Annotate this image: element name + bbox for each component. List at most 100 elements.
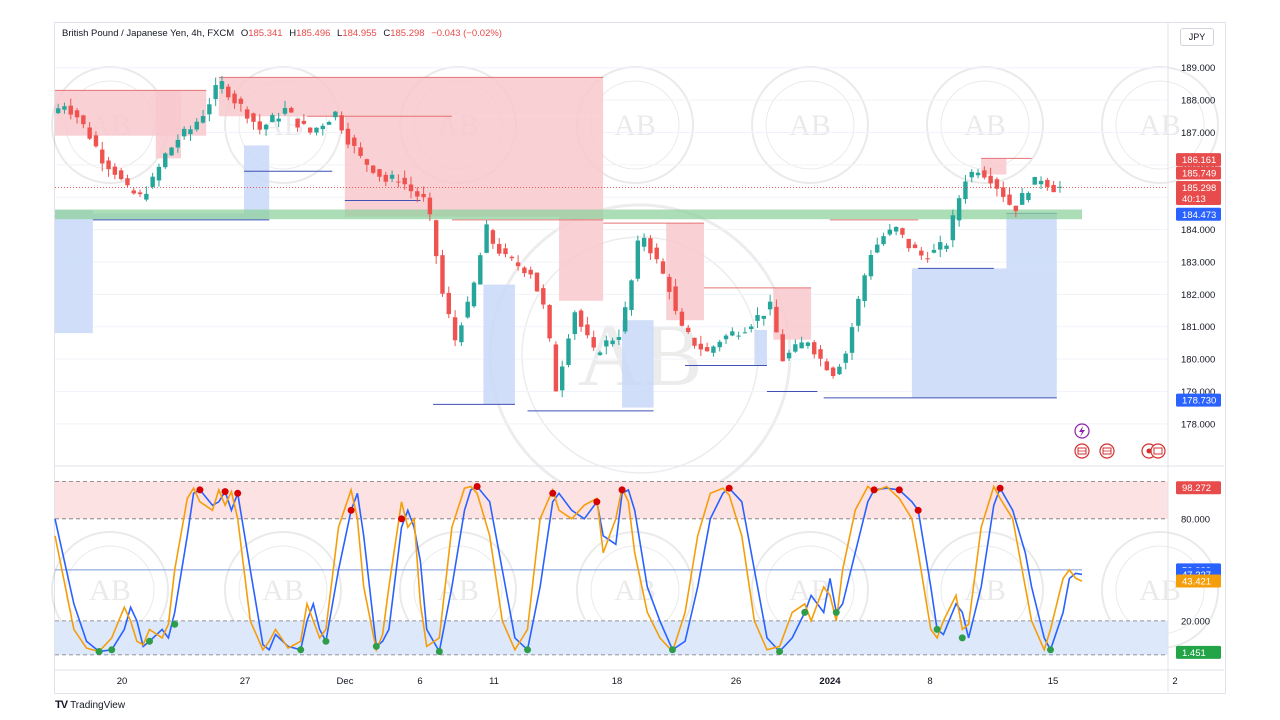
candle bbox=[226, 83, 231, 101]
candle bbox=[818, 344, 823, 367]
candle bbox=[793, 339, 798, 353]
candle bbox=[194, 118, 199, 132]
demand-zone bbox=[622, 320, 654, 408]
candle bbox=[213, 77, 218, 107]
price-tick-label: 183.000 bbox=[1181, 257, 1215, 268]
candle bbox=[704, 342, 710, 352]
candle bbox=[736, 331, 741, 340]
candle bbox=[541, 284, 546, 310]
sell-signal-marker bbox=[196, 486, 204, 494]
supply-zone bbox=[773, 287, 812, 340]
candle bbox=[345, 122, 351, 149]
time-tick-label: 2024 bbox=[819, 676, 841, 687]
price-tag: 185.749 bbox=[1176, 166, 1221, 180]
candle bbox=[1001, 181, 1006, 203]
buy-signal-marker bbox=[171, 620, 179, 628]
svg-text:AB: AB bbox=[614, 574, 656, 607]
svg-text:185.749: 185.749 bbox=[1182, 168, 1216, 179]
candle bbox=[761, 315, 767, 326]
buy-signal-marker bbox=[297, 646, 305, 654]
candle bbox=[471, 281, 477, 308]
candle bbox=[55, 103, 61, 115]
time-tick-label: 15 bbox=[1048, 676, 1059, 687]
candle bbox=[1045, 177, 1050, 191]
candle bbox=[100, 141, 105, 172]
price-tick-label: 181.000 bbox=[1181, 322, 1215, 333]
candle bbox=[559, 360, 565, 398]
price-tick-label: 179.000 bbox=[1181, 387, 1215, 398]
tradingview-logo-icon: TV bbox=[55, 699, 68, 711]
candle bbox=[931, 243, 937, 254]
watermark-seal: AB bbox=[751, 66, 869, 184]
candle bbox=[830, 366, 836, 379]
buy-signal-marker bbox=[832, 608, 840, 616]
currency-selector[interactable]: JPY bbox=[1180, 28, 1214, 46]
sell-signal-marker bbox=[398, 515, 406, 523]
candle bbox=[711, 345, 716, 357]
candle bbox=[641, 233, 647, 252]
candle bbox=[749, 324, 754, 333]
low-value: 184.955 bbox=[342, 28, 377, 39]
candle bbox=[692, 337, 697, 349]
sell-signal-marker bbox=[549, 489, 557, 497]
candle bbox=[188, 125, 193, 141]
candle bbox=[144, 186, 149, 202]
candle bbox=[320, 123, 325, 136]
candle bbox=[969, 169, 974, 183]
candle bbox=[623, 301, 628, 334]
buy-signal-marker bbox=[801, 608, 809, 616]
flag-event-icon bbox=[1074, 443, 1090, 459]
candle bbox=[837, 364, 842, 376]
candle bbox=[597, 350, 603, 357]
close-value: 185.298 bbox=[390, 28, 425, 39]
symbol-header: British Pound / Japanese Yen, 4h, FXCM O… bbox=[62, 28, 502, 39]
candle bbox=[307, 127, 313, 135]
price-tick-label: 180.000 bbox=[1181, 355, 1215, 366]
svg-text:184.473: 184.473 bbox=[1182, 210, 1216, 221]
candle bbox=[553, 341, 559, 392]
price-tick-label: 187.000 bbox=[1181, 128, 1215, 139]
candle bbox=[408, 176, 414, 199]
buy-signal-marker bbox=[95, 647, 103, 655]
candle bbox=[755, 307, 760, 328]
candle bbox=[150, 172, 155, 189]
symbol-name: British Pound / Japanese Yen, 4h, FXCM bbox=[62, 28, 235, 39]
buy-signal-marker bbox=[668, 646, 676, 654]
candle bbox=[730, 327, 735, 337]
sell-signal-marker bbox=[870, 486, 878, 494]
candle bbox=[944, 243, 949, 253]
candle bbox=[610, 337, 615, 347]
candle bbox=[635, 235, 641, 282]
candle bbox=[849, 322, 855, 361]
candle bbox=[515, 255, 521, 271]
svg-text:40:13: 40:13 bbox=[1182, 194, 1206, 205]
svg-text:AB: AB bbox=[789, 574, 831, 607]
candle bbox=[604, 335, 609, 355]
candle bbox=[377, 168, 382, 182]
candle bbox=[906, 238, 911, 252]
candle bbox=[383, 171, 388, 187]
candle bbox=[1051, 180, 1056, 193]
svg-text:AB: AB bbox=[89, 574, 131, 607]
japan-event-icon bbox=[1141, 443, 1166, 459]
candle bbox=[629, 279, 634, 316]
candle bbox=[856, 295, 861, 332]
time-tick-label: 8 bbox=[927, 676, 932, 687]
time-tick-label: 26 bbox=[731, 676, 742, 687]
candle bbox=[118, 168, 124, 181]
supply-zone bbox=[559, 216, 604, 301]
candle bbox=[74, 107, 80, 124]
candle bbox=[490, 228, 496, 250]
candle bbox=[843, 351, 848, 370]
lightning-icon bbox=[1074, 423, 1090, 439]
candle bbox=[106, 156, 111, 177]
time-tick-label: Dec bbox=[337, 676, 354, 687]
candle bbox=[389, 170, 395, 183]
candle bbox=[333, 110, 338, 121]
candle bbox=[175, 134, 181, 153]
candle bbox=[534, 272, 540, 292]
tradingview-logo[interactable]: TV TradingView bbox=[55, 699, 125, 711]
candle bbox=[616, 329, 622, 345]
candle bbox=[786, 349, 792, 361]
